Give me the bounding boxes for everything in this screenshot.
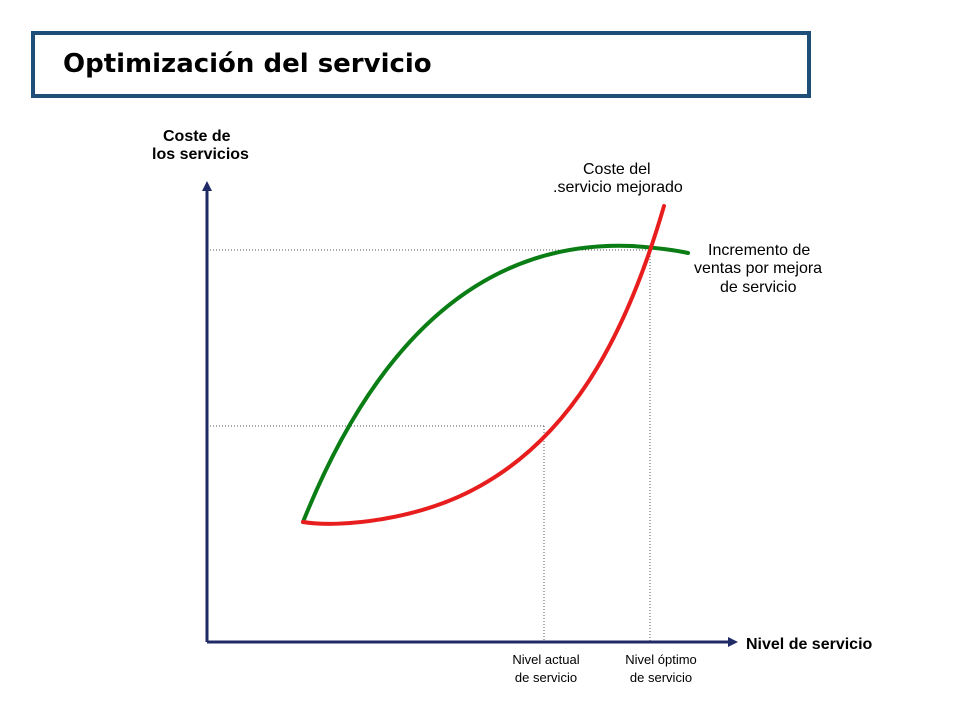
current-level-label: Nivel actual de servicio xyxy=(504,651,588,687)
y-axis-label-line: Coste de xyxy=(163,128,231,145)
cost-curve-label-line: .servicio mejorado xyxy=(553,179,683,197)
optimal-level-label: Nivel óptimo de servicio xyxy=(614,651,708,687)
cost-curve-label-line: Coste del xyxy=(583,161,651,178)
current-level-label-line: de servicio xyxy=(514,670,578,686)
cost-curve-label: Coste del .servicio mejorado xyxy=(553,161,683,198)
y-axis-label: Coste de los servicios xyxy=(152,128,249,165)
sales-curve-label-line: de servicio xyxy=(720,278,797,296)
optimal-level-label-line: de servicio xyxy=(629,670,693,686)
title-box: Optimización del servicio xyxy=(31,31,811,98)
sales-curve-label: Incremento de ventas por mejora de servi… xyxy=(694,242,822,297)
x-axis-label: Nivel de servicio xyxy=(746,636,873,653)
sales-curve-label-line: Incremento de xyxy=(708,242,811,259)
sales-curve-label-line: ventas por mejora xyxy=(694,260,823,278)
optimal-level-label-line: Nivel óptimo xyxy=(625,652,697,667)
y-axis-label-line: los servicios xyxy=(152,146,249,164)
page-title: Optimización del servicio xyxy=(63,49,432,79)
current-level-label-line: Nivel actual xyxy=(512,652,580,667)
improved-service-cost-curve xyxy=(301,204,666,526)
sales-increase-curve xyxy=(301,243,690,524)
